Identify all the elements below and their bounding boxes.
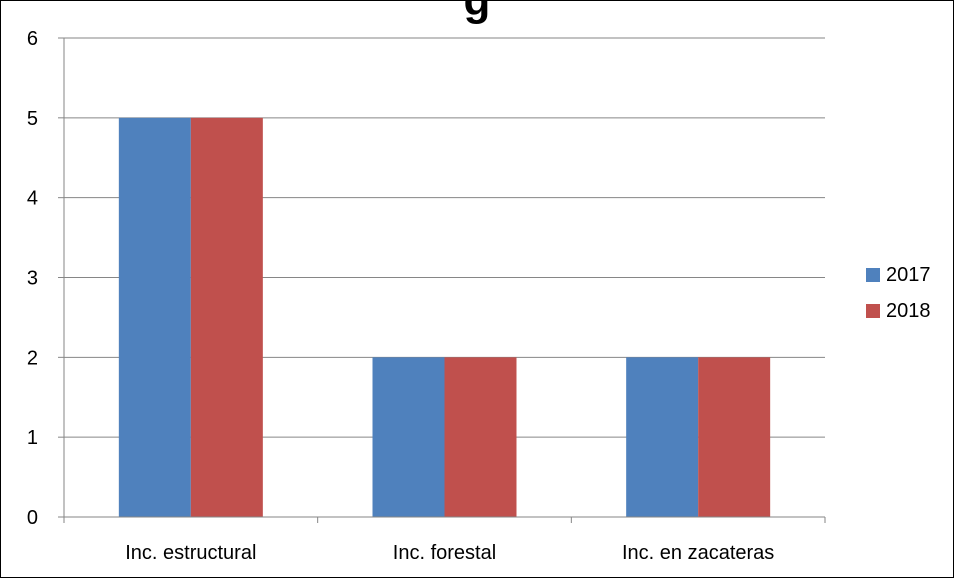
x-tick-label: Inc. en zacateras [622, 542, 774, 564]
chart-title: g [463, 0, 491, 25]
legend-item-2018: 2018 [866, 293, 931, 329]
bar-2018-0 [190, 117, 263, 517]
bar-2017-1 [372, 357, 445, 517]
bar-2017-0 [118, 117, 191, 517]
legend-label: 2018 [886, 299, 931, 322]
legend: 2017 2018 [866, 257, 931, 329]
axes [58, 37, 826, 523]
y-tick-label: 5 [27, 108, 38, 130]
bar-2017-2 [626, 357, 699, 517]
y-tick-label: 4 [27, 188, 38, 210]
x-tick-label: Inc. estructural [125, 542, 256, 564]
legend-swatch-2017 [866, 268, 880, 282]
legend-item-2017: 2017 [866, 257, 931, 293]
legend-label: 2017 [886, 263, 931, 286]
legend-swatch-2018 [866, 304, 880, 318]
axis-labels: 0 1 2 3 4 5 6 Inc. estructural Inc. forestal Inc.… [27, 28, 774, 564]
bars [118, 117, 771, 517]
bar-2018-1 [444, 357, 517, 517]
y-tick-label: 6 [27, 28, 38, 50]
y-tick-label: 1 [27, 427, 38, 449]
y-tick-label: 2 [27, 347, 38, 369]
y-tick-label: 0 [27, 507, 38, 529]
bar-2018-2 [698, 357, 771, 517]
x-tick-label: Inc. forestal [393, 542, 496, 564]
y-tick-label: 3 [27, 268, 38, 290]
